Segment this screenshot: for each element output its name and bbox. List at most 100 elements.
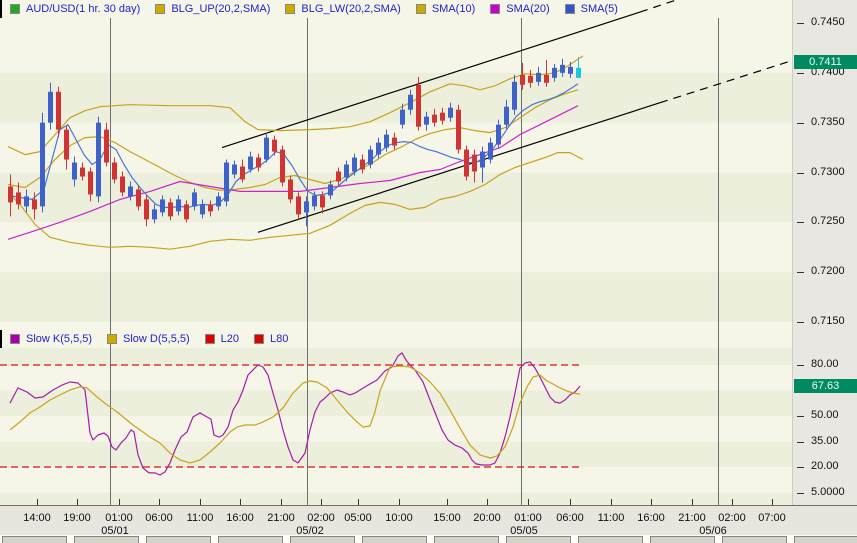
scroll-strip-cell[interactable]	[218, 536, 283, 543]
scroll-strip-cell[interactable]	[722, 536, 787, 543]
candlestick	[576, 67, 581, 78]
time-axis-label: 01:00	[105, 512, 133, 524]
time-axis[interactable]: 14:00 19:00 01:00 06:00 11:00 16:00 21:00 02:00…	[0, 505, 857, 537]
candlestick	[16, 192, 21, 205]
candlestick	[288, 179, 293, 200]
scroll-strip-cell[interactable]	[794, 536, 857, 543]
candlestick	[224, 162, 229, 202]
candlestick	[32, 199, 37, 210]
candlestick	[328, 184, 333, 196]
time-axis-label: 07:00	[758, 512, 786, 524]
candlestick	[400, 109, 405, 125]
axis-tick	[797, 272, 804, 274]
scroll-strip-cell[interactable]	[146, 536, 211, 543]
axis-tick	[797, 72, 804, 74]
candlestick	[408, 94, 413, 110]
candlestick	[216, 196, 221, 207]
series-swatch-icon	[10, 4, 20, 14]
axis-tick	[797, 441, 804, 443]
scroll-strip-cell[interactable]	[290, 536, 355, 543]
candlestick	[448, 107, 453, 118]
candlestick	[40, 122, 45, 207]
candlestick	[104, 129, 109, 163]
series-swatch-icon	[155, 4, 166, 14]
legend-label: SMA(10)	[431, 3, 476, 15]
candlestick	[472, 154, 477, 172]
series-swatch-icon	[204, 334, 215, 344]
time-axis-label: 19:00	[63, 512, 91, 524]
scroll-strip-cell[interactable]	[74, 536, 139, 543]
price-axis-label: 0.7150	[811, 315, 845, 327]
candlestick	[248, 156, 253, 170]
legend-label: L20	[220, 333, 240, 345]
candlestick	[200, 204, 205, 215]
candlestick	[48, 91, 53, 123]
axis-tick	[797, 416, 804, 417]
time-axis-label: 02:00	[307, 512, 335, 524]
axis-tick	[797, 23, 804, 24]
price-axis-label: 0.7200	[811, 265, 845, 278]
legend-item: SMA(5)	[564, 3, 618, 15]
time-axis-label: 21:00	[678, 512, 706, 524]
trendline	[257, 102, 661, 233]
candlestick	[360, 159, 365, 170]
axis-tick	[797, 322, 804, 323]
candlestick	[496, 124, 501, 145]
candlestick	[416, 84, 421, 127]
candlestick	[560, 64, 565, 73]
candlestick	[368, 149, 373, 165]
scroll-strip-cell[interactable]	[650, 536, 715, 543]
candlestick	[128, 186, 133, 197]
scroll-strip-cell[interactable]	[2, 536, 67, 543]
time-axis-label: 16:00	[226, 512, 254, 524]
stoch-axis-label: 20.00	[811, 460, 839, 472]
candlestick	[96, 122, 101, 197]
candlestick	[232, 164, 237, 175]
time-axis-label: 01:00	[514, 512, 542, 524]
legend-item: SMA(20)	[490, 3, 550, 15]
time-axis-label: 06:00	[556, 512, 584, 524]
stoch-axis-label: 35.00	[811, 434, 839, 447]
price-axis-strip[interactable]: 0.7450 0.7400 0.7350 0.7300 0.7250 0.7200 0.71…	[792, 0, 857, 535]
candlestick	[552, 67, 557, 78]
candlestick	[72, 162, 77, 180]
price-axis-label: 0.7350	[811, 115, 845, 128]
candlestick	[392, 137, 397, 146]
candlestick	[504, 106, 509, 125]
candlestick	[384, 134, 389, 148]
scroll-strip-cell[interactable]	[362, 536, 427, 543]
scroll-strip-cell[interactable]	[506, 536, 571, 543]
axis-tick	[797, 492, 804, 494]
candlestick	[376, 142, 381, 155]
scroll-strip-cell[interactable]	[578, 536, 643, 543]
candlestick	[424, 116, 429, 125]
legend-label: SMA(20)	[506, 3, 550, 15]
series-swatch-icon	[107, 334, 118, 344]
legend-item: BLG_LW(20,2,SMA)	[285, 3, 401, 15]
candlestick	[352, 157, 357, 172]
candlestick	[256, 157, 261, 168]
date-axis-label: 05/01	[101, 525, 129, 537]
legend-label: Slow D(5,5,5)	[123, 333, 190, 345]
price-axis-label: 0.7300	[811, 165, 845, 178]
time-axis-label: 02:00	[718, 512, 746, 524]
price-axis-label: 0.7450	[811, 16, 845, 28]
axis-tick	[797, 467, 804, 468]
candlestick	[272, 139, 277, 152]
legend-item: AUD/USD(1 hr. 30 day)	[10, 3, 140, 15]
candlestick	[304, 201, 309, 213]
candlestick	[176, 199, 181, 212]
candlestick	[144, 199, 149, 220]
candlestick	[112, 162, 117, 180]
scroll-strip-cell[interactable]	[434, 536, 499, 543]
candlestick	[80, 167, 85, 177]
series-swatch-icon	[490, 4, 501, 14]
candlestick	[432, 114, 437, 123]
series-swatch-icon	[285, 4, 296, 14]
candlestick	[312, 195, 317, 207]
time-axis-label: 14:00	[23, 512, 51, 524]
bottom-scroll-strip[interactable]	[0, 535, 857, 543]
current-stoch-badge: 67.63	[794, 379, 857, 394]
candlestick	[184, 204, 189, 220]
